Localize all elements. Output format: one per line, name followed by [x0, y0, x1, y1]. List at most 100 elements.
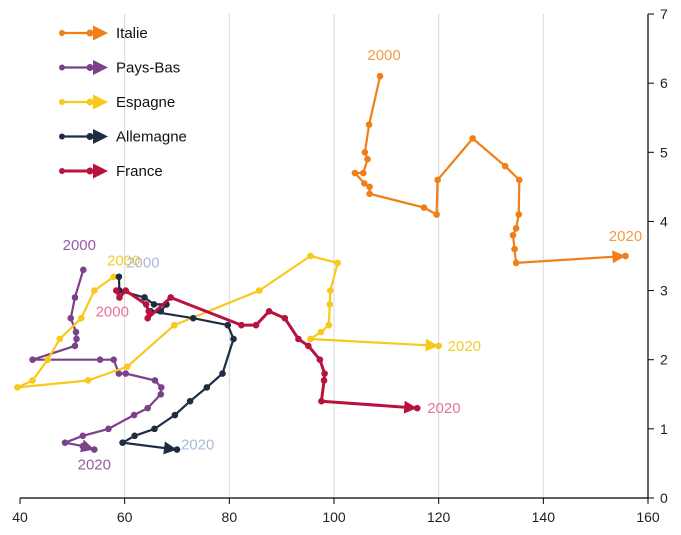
series-point-allemagne-13 — [171, 411, 179, 419]
x-tick-label-100: 100 — [322, 509, 346, 525]
series-point-italie-13 — [501, 162, 509, 170]
series-france: 2000 2020 — [96, 287, 461, 417]
series-point-pays-bas-15 — [130, 411, 138, 419]
series-point-espagne-6 — [14, 384, 21, 391]
y-tick-label-3: 3 — [660, 283, 668, 299]
series-pays-bas: 2000 2020 — [29, 237, 165, 474]
legend-item-espagne: Espagne — [59, 94, 175, 111]
series-italie: 2000 2020 — [351, 47, 642, 267]
legend-marker-start-pays-bas — [59, 64, 65, 71]
series-point-france-1 — [116, 294, 123, 301]
series-point-allemagne-10 — [219, 370, 226, 377]
series-point-italie-1 — [365, 121, 373, 128]
x-tick-label-160: 160 — [636, 509, 660, 525]
series-point-espagne-5 — [29, 377, 36, 384]
end-label-italie: 2020 — [609, 228, 642, 245]
series-arrow-pays-bas — [79, 439, 95, 453]
legend-label-espagne: Espagne — [116, 94, 175, 111]
series-point-italie-8 — [366, 190, 373, 198]
legend-marker-italie — [86, 29, 94, 37]
series-point-espagne-14 — [326, 301, 334, 308]
legend-label-italie: Italie — [116, 25, 148, 42]
legend-item-pays-bas: Pays-Bas — [59, 60, 180, 77]
legend-item-italie: Italie — [59, 25, 148, 42]
series-point-espagne-2 — [77, 314, 85, 322]
start-label-allemagne: 2000 — [126, 255, 159, 272]
start-label-france: 2000 — [96, 304, 129, 321]
series-allemagne: 2000 2020 — [115, 255, 237, 455]
series-point-pays-bas-0 — [80, 266, 87, 274]
series-point-pays-bas-5 — [71, 342, 79, 350]
series-point-pays-bas-7 — [96, 356, 104, 364]
series-point-allemagne-3 — [150, 301, 158, 308]
series-point-espagne-16 — [317, 328, 325, 336]
series-point-italie-12 — [469, 135, 476, 142]
series-point-italie-11 — [434, 176, 441, 184]
x-tick-label-80: 80 — [222, 509, 238, 525]
y-tick-label-1: 1 — [660, 421, 668, 437]
series-point-france-15 — [320, 377, 328, 384]
gridlines — [124, 14, 649, 498]
y-tick-label-4: 4 — [660, 213, 668, 229]
legend-marker-france — [86, 167, 94, 175]
series-point-pays-bas-1 — [71, 294, 79, 301]
series-point-france-14 — [321, 370, 328, 377]
series-point-pays-bas-14 — [144, 404, 151, 412]
y-tick-label-7: 7 — [660, 6, 668, 22]
series-point-espagne-4 — [44, 356, 52, 364]
series-point-allemagne-0 — [115, 273, 123, 281]
legend-marker-start-allemagne — [59, 133, 65, 140]
series-point-pays-bas-10 — [122, 370, 130, 377]
series-line-italie — [353, 75, 627, 264]
series-point-pays-bas-11 — [151, 377, 159, 384]
series-point-allemagne-9 — [230, 335, 237, 343]
series-point-espagne-0 — [110, 273, 117, 281]
y-tick-label-2: 2 — [660, 352, 668, 368]
series-point-france-17 — [413, 404, 421, 412]
legend-marker-start-france — [59, 168, 65, 174]
series-point-pays-bas-2 — [67, 314, 75, 322]
series-point-pays-bas-13 — [157, 390, 165, 398]
end-label-pays-bas: 2020 — [78, 457, 111, 474]
series-point-italie-14 — [515, 176, 523, 184]
series-point-france-13 — [316, 356, 324, 364]
series-point-france-8 — [252, 321, 260, 329]
series-point-pays-bas-16 — [105, 425, 112, 433]
end-label-espagne: 2020 — [448, 338, 481, 355]
series-layer: 2000 2020 2000 2020 2000 2020 2000 2020 2000 2020 — [14, 47, 642, 474]
start-label-pays-bas: 2000 — [63, 237, 96, 254]
x-tick-label-40: 40 — [12, 509, 28, 525]
series-point-italie-18 — [511, 245, 518, 253]
end-label-allemagne: 2020 — [181, 437, 214, 454]
legend-marker-allemagne — [86, 133, 94, 140]
series-point-france-4 — [145, 308, 153, 315]
series-point-espagne-3 — [56, 335, 64, 343]
y-tick-label-6: 6 — [660, 75, 668, 91]
series-point-allemagne-2 — [141, 294, 148, 301]
series-point-allemagne-7 — [189, 314, 197, 322]
series-point-espagne-13 — [327, 287, 334, 294]
series-point-espagne-17 — [307, 335, 314, 343]
y-tick-label-0: 0 — [660, 490, 668, 506]
y-tick-label-5: 5 — [660, 144, 668, 160]
series-point-italie-7 — [366, 183, 373, 191]
series-point-italie-6 — [361, 180, 368, 187]
series-point-allemagne-12 — [186, 397, 194, 405]
series-point-france-10 — [281, 314, 289, 322]
series-arrow-allemagne — [163, 441, 177, 455]
series-line-allemagne — [117, 275, 235, 451]
series-point-espagne-10 — [255, 287, 263, 294]
series-point-france-16 — [318, 397, 325, 405]
legend-marker-espagne — [86, 98, 94, 106]
legend-marker-start-espagne — [59, 99, 65, 105]
series-point-pays-bas-4 — [73, 335, 80, 343]
start-label-espagne: 2000 — [107, 253, 140, 270]
series-point-italie-2 — [361, 148, 369, 156]
series-point-pays-bas-9 — [115, 370, 123, 377]
legend-arrow-france — [93, 163, 108, 179]
series-point-allemagne-16 — [119, 439, 126, 446]
end-label-france: 2020 — [427, 400, 460, 417]
series-point-france-6 — [167, 294, 175, 301]
